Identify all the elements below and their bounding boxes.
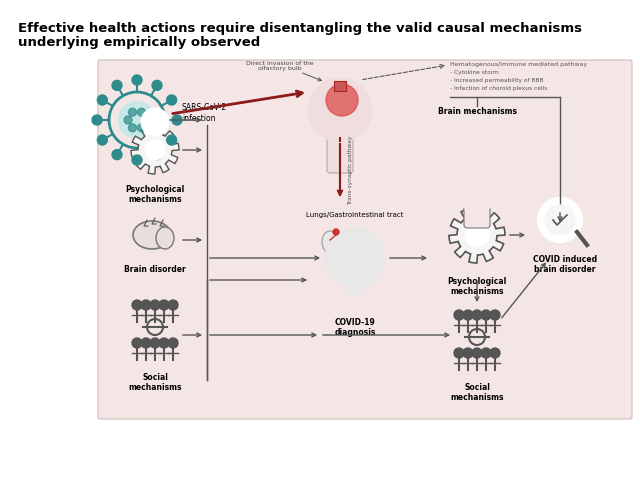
Circle shape [152, 80, 162, 90]
Circle shape [159, 338, 169, 348]
Text: COVID induced
brain disorder: COVID induced brain disorder [533, 255, 597, 275]
Circle shape [166, 135, 177, 145]
FancyBboxPatch shape [327, 112, 353, 173]
Text: Psychological
mechanisms: Psychological mechanisms [125, 185, 184, 204]
Text: SARS-CoV-2
infection: SARS-CoV-2 infection [182, 103, 227, 123]
Circle shape [326, 84, 358, 116]
Text: Hematogenous/Immune mediated pathway: Hematogenous/Immune mediated pathway [450, 62, 588, 67]
Text: Psychological
mechanisms: Psychological mechanisms [447, 277, 507, 296]
Circle shape [132, 300, 142, 310]
Circle shape [345, 276, 365, 296]
Circle shape [545, 205, 575, 235]
Text: - Increased permeability of BBB: - Increased permeability of BBB [450, 78, 543, 83]
Circle shape [459, 177, 495, 213]
Circle shape [129, 124, 136, 132]
Ellipse shape [322, 231, 338, 253]
Text: - Infection of choroid plexus cells: - Infection of choroid plexus cells [450, 86, 547, 91]
Ellipse shape [156, 227, 174, 249]
Circle shape [168, 300, 178, 310]
Circle shape [97, 95, 108, 105]
Polygon shape [131, 126, 179, 174]
Circle shape [138, 124, 145, 132]
Circle shape [142, 116, 150, 124]
Circle shape [159, 300, 169, 310]
Text: Direct invasion of the
olfactory bulb: Direct invasion of the olfactory bulb [246, 60, 314, 72]
Circle shape [141, 300, 151, 310]
Circle shape [124, 116, 132, 124]
Circle shape [172, 115, 182, 125]
Text: underlying empirically observed: underlying empirically observed [18, 36, 260, 49]
Circle shape [112, 150, 122, 160]
Circle shape [308, 78, 372, 142]
Ellipse shape [133, 221, 171, 249]
Circle shape [463, 310, 473, 320]
FancyBboxPatch shape [464, 197, 490, 228]
Circle shape [150, 300, 160, 310]
FancyBboxPatch shape [334, 81, 346, 91]
Circle shape [465, 223, 489, 247]
Circle shape [97, 135, 108, 145]
Text: - Cytokine storm: - Cytokine storm [450, 70, 499, 75]
Circle shape [119, 102, 155, 138]
Circle shape [325, 228, 385, 288]
Circle shape [112, 80, 122, 90]
Circle shape [490, 310, 500, 320]
FancyBboxPatch shape [98, 60, 632, 419]
Circle shape [132, 155, 142, 165]
Circle shape [152, 150, 162, 160]
Circle shape [145, 140, 165, 160]
Text: Lungs/Gastrointestinal tract: Lungs/Gastrointestinal tract [307, 212, 404, 218]
Circle shape [333, 229, 339, 235]
Circle shape [92, 115, 102, 125]
Text: Social
mechanisms: Social mechanisms [451, 383, 504, 402]
Circle shape [490, 348, 500, 358]
Circle shape [141, 108, 169, 136]
Circle shape [150, 338, 160, 348]
Circle shape [538, 198, 582, 242]
Circle shape [166, 95, 177, 105]
Text: Social
mechanisms: Social mechanisms [128, 373, 182, 393]
Circle shape [129, 108, 136, 116]
Circle shape [168, 338, 178, 348]
Circle shape [138, 108, 145, 116]
Circle shape [481, 310, 491, 320]
Circle shape [454, 310, 464, 320]
Circle shape [141, 338, 151, 348]
Circle shape [472, 310, 482, 320]
Circle shape [472, 348, 482, 358]
Circle shape [463, 348, 473, 358]
Circle shape [481, 348, 491, 358]
Polygon shape [449, 207, 505, 263]
Text: Trans-synaptic pathway: Trans-synaptic pathway [348, 135, 353, 204]
Ellipse shape [342, 231, 358, 253]
Text: COVID-19
diagnosis: COVID-19 diagnosis [334, 318, 376, 337]
Circle shape [132, 75, 142, 85]
Circle shape [132, 338, 142, 348]
Text: Brain disorder: Brain disorder [124, 265, 186, 274]
Text: Effective health actions require disentangling the valid causal mechanisms: Effective health actions require disenta… [18, 22, 582, 35]
Circle shape [454, 348, 464, 358]
Text: Brain mechanisms: Brain mechanisms [438, 108, 516, 117]
